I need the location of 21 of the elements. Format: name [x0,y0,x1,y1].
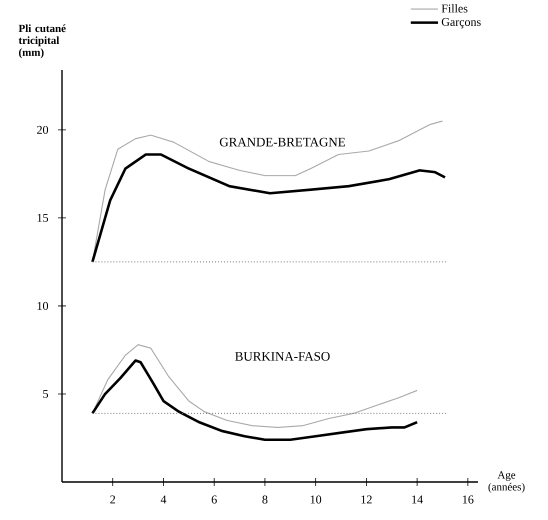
line-series [92,344,418,428]
x-tick-label: 12 [361,495,372,504]
line-series [91,359,418,442]
line-series [91,153,446,264]
x-tick-label: 4 [160,495,166,504]
legend-label: Filles [442,4,468,13]
x-tick-label: 10 [310,495,322,504]
y-tick-label: 10 [38,302,48,310]
y-axis-title: Pli cutané tricipital (mm) [18,24,66,58]
x-tick-label: 14 [412,495,423,504]
x-tick-label: 2 [110,495,116,504]
y-tick-label: 15 [38,214,48,222]
y-tick-label: 20 [37,126,48,134]
x-tick-label: 6 [212,495,217,504]
x-tick-label: 8 [262,495,268,504]
x-tick-label: 16 [462,495,474,504]
x-axis-title: Age (années) [488,471,525,493]
legend-label: Garçons [442,18,481,28]
annotation: GRANDE-BRETAGNE [220,138,345,146]
y-tick-label: 5 [43,390,48,398]
annotation: BURKINA-FASO [235,352,330,361]
